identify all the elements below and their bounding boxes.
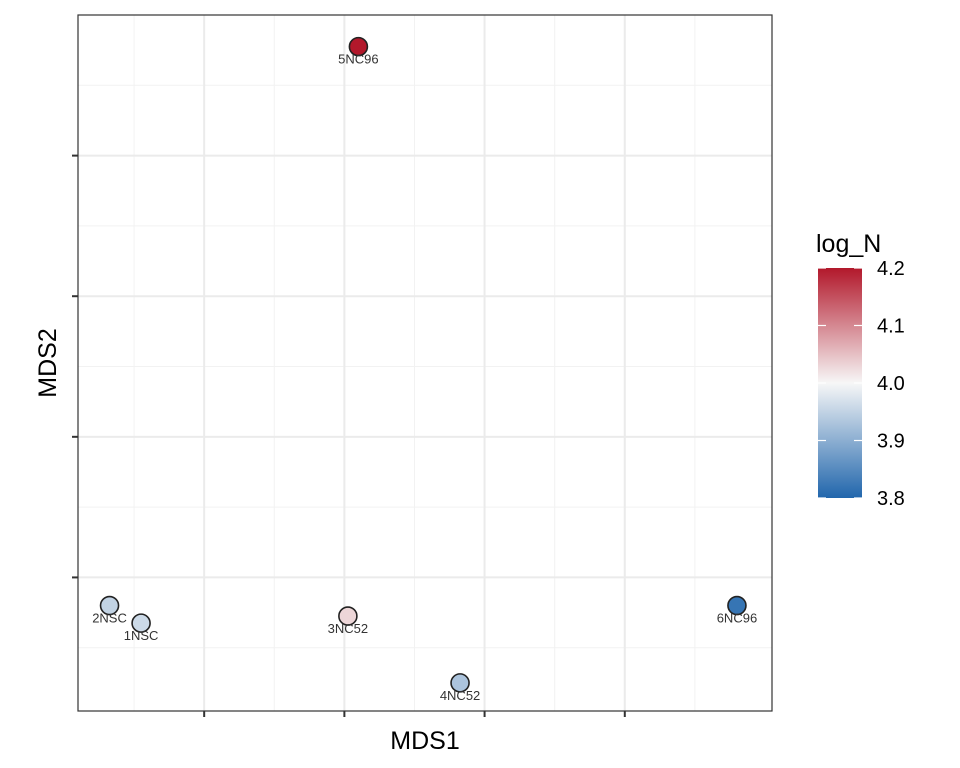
point-label: 4NC52	[440, 688, 480, 703]
legend-tick-label: 3.8	[877, 488, 905, 510]
y-axis-title: MDS2	[34, 328, 62, 397]
point-marker	[727, 595, 747, 616]
point-label: 5NC96	[338, 52, 378, 67]
legend-tick-label: 4.0	[877, 373, 905, 395]
legend-tick-label: 3.9	[877, 431, 905, 453]
point-5NC96: 5NC96	[338, 36, 379, 67]
legend-tick-label: 4.2	[877, 258, 905, 280]
legend-tick-label: 4.1	[877, 316, 905, 338]
point-label: 6NC96	[717, 611, 757, 626]
axis-ticks	[72, 154, 626, 717]
point-label: 2NSC	[92, 611, 127, 626]
point-marker	[338, 606, 358, 626]
legend-ticks: 4.2 4.1 4.0 3.9 3.8	[818, 258, 905, 510]
point-6NC96: 6NC96	[717, 595, 757, 626]
legend-title: log_N	[816, 230, 881, 258]
panel-border	[77, 14, 773, 712]
point-3NC52: 3NC52	[328, 606, 368, 636]
point-marker	[99, 595, 120, 616]
point-4NC52: 4NC52	[440, 673, 480, 703]
point-marker	[450, 673, 470, 693]
point-marker	[348, 36, 369, 57]
point-2NSC: 2NSC	[92, 595, 127, 626]
point-1NSC: 1NSC	[124, 613, 159, 643]
point-label: 1NSC	[124, 628, 159, 643]
point-marker	[131, 613, 151, 633]
grid-lines	[78, 15, 772, 711]
point-label: 3NC52	[328, 621, 368, 636]
legend: log_N 4.2 4.1 4.0 3.9 3.8	[816, 230, 905, 510]
data-points: 5NC96 2NSC 1NSC 3NC52 4NC52 6NC96	[92, 36, 757, 703]
x-axis-title: MDS1	[390, 727, 459, 755]
